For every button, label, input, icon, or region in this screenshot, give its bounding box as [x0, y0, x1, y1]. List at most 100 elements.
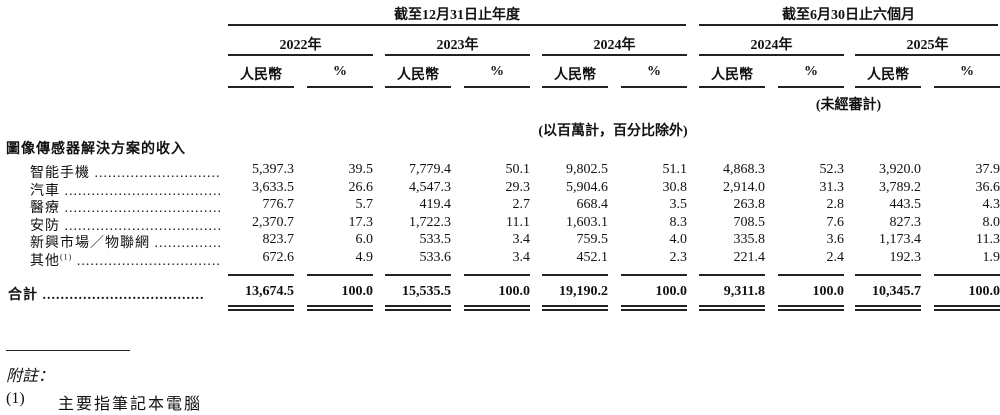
year-rule — [228, 54, 373, 56]
footnote-divider — [6, 350, 130, 351]
col-rule — [385, 86, 451, 88]
table-cell: 1,722.3 — [409, 214, 451, 230]
table-cell: 2.4 — [826, 250, 845, 265]
table-cell: 672.6 — [262, 250, 295, 265]
table-cell: 11.3 — [976, 232, 1000, 248]
total-cell: 9,311.8 — [723, 284, 765, 299]
double-rule — [542, 305, 608, 307]
table-cell: 5,397.3 — [252, 162, 294, 177]
table-cell: 3,789.2 — [879, 179, 921, 195]
row-label-text: 醫療 — [30, 201, 60, 217]
year-rule — [699, 54, 844, 56]
table-cell: 30.8 — [662, 179, 688, 195]
double-rule — [934, 309, 1000, 311]
double-rule — [778, 305, 844, 307]
year-rule — [855, 54, 1000, 56]
row-label-text: 其他 — [30, 254, 60, 269]
table-cell: 827.3 — [889, 214, 922, 230]
double-rule — [855, 305, 921, 307]
col-rule — [855, 86, 921, 88]
leader-dots: .................................... — [60, 183, 221, 199]
table-cell: 37.9 — [975, 162, 1000, 177]
table-cell: 3,920.0 — [879, 162, 921, 177]
row-label-text: 新興市場／物聯網 — [30, 236, 150, 252]
double-rule — [934, 305, 1000, 307]
table-cell: 26.6 — [348, 179, 374, 195]
table-cell: 192.3 — [889, 250, 922, 265]
subtotal-rule — [699, 274, 765, 276]
table-cell: 39.5 — [348, 162, 374, 177]
col-header-rmb: 人民幣 — [397, 68, 439, 83]
year-header: 2024年 — [750, 38, 793, 53]
table-cell: 3,633.5 — [252, 179, 294, 195]
table-cell: 263.8 — [733, 197, 766, 213]
table-cell: 221.4 — [733, 250, 766, 265]
total-cell: 100.0 — [655, 284, 688, 299]
table-cell: 419.4 — [419, 197, 452, 213]
table-cell: 533.6 — [419, 250, 452, 265]
table-cell: 2,370.7 — [252, 214, 294, 230]
subtotal-rule — [307, 274, 373, 276]
total-cell: 100.0 — [341, 284, 374, 299]
year-rule — [542, 54, 687, 56]
note-marker: (1) — [6, 390, 25, 407]
table-cell: 50.1 — [505, 162, 531, 177]
col-header-pct: % — [333, 64, 347, 79]
double-rule — [621, 309, 687, 311]
col-rule — [542, 86, 608, 88]
year-header: 2023年 — [436, 38, 479, 53]
total-cell: 100.0 — [812, 284, 845, 299]
table-cell: 8.0 — [982, 214, 1000, 230]
table-cell: 3.4 — [512, 250, 531, 265]
col-rule — [934, 86, 1000, 88]
header-rule — [228, 24, 686, 26]
row-label-text: 智能手機 — [30, 166, 90, 181]
table-cell: 1.9 — [982, 250, 1000, 265]
table-cell: 2.8 — [826, 197, 845, 213]
total-cell: 100.0 — [498, 284, 531, 299]
unaudited-note: (未經審計) — [815, 98, 882, 113]
leader-dots: .................................... — [60, 218, 221, 234]
table-cell: 17.3 — [348, 214, 374, 230]
double-rule — [778, 309, 844, 311]
subtotal-rule — [855, 274, 921, 276]
row-label: 智能手機 ...................................… — [30, 162, 220, 182]
table-cell: 3.4 — [512, 232, 531, 248]
col-header-rmb: 人民幣 — [867, 68, 909, 83]
table-cell: 335.8 — [733, 232, 766, 248]
table-cell: 8.3 — [669, 214, 688, 230]
year-rule — [385, 54, 530, 56]
table-cell: 3.5 — [669, 197, 688, 213]
table-cell: 2,914.0 — [723, 179, 765, 195]
row-label: 新興市場／物聯網 ...............................… — [30, 232, 220, 252]
table-cell: 2.3 — [669, 250, 688, 265]
total-cell: 13,674.5 — [245, 284, 294, 299]
subtotal-rule — [778, 274, 844, 276]
col-rule — [307, 86, 373, 88]
col-rule — [699, 86, 765, 88]
total-label-text: 合計 — [8, 288, 38, 303]
subtotal-rule — [228, 274, 294, 276]
subtotal-rule — [385, 274, 451, 276]
double-rule — [385, 305, 451, 307]
col-header-pct: % — [490, 64, 504, 79]
col-header-rmb: 人民幣 — [240, 68, 282, 83]
total-cell: 10,345.7 — [872, 284, 921, 299]
double-rule — [464, 309, 530, 311]
row-label-text: 汽車 — [30, 183, 60, 199]
row-label: 安防 .................................... — [30, 215, 220, 235]
table-cell: 443.5 — [889, 197, 922, 213]
double-rule — [228, 305, 294, 307]
row-label: 醫療 .................................... — [30, 197, 220, 217]
double-rule — [228, 309, 294, 311]
leader-dots: .................................... — [60, 201, 221, 217]
table-cell: 5.7 — [355, 197, 374, 213]
col-header-pct: % — [647, 64, 661, 79]
table-cell: 452.1 — [576, 250, 609, 265]
year-header: 2025年 — [906, 38, 949, 53]
row-label: 汽車 .................................... — [30, 180, 220, 200]
leader-dots: .................................... — [76, 254, 220, 269]
col-header-pct: % — [960, 64, 974, 79]
table-cell: 5,904.6 — [566, 179, 608, 195]
